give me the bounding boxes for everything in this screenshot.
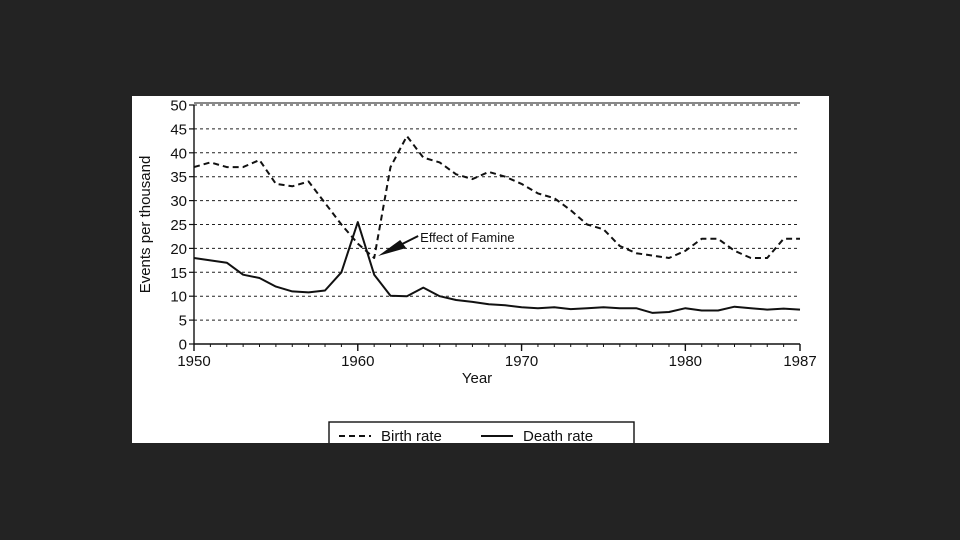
- annotation-arrow: [378, 239, 407, 256]
- y-tick-label: 40: [170, 145, 187, 162]
- y-tick-label: 10: [170, 289, 187, 306]
- series-line-death-rate: [193, 221, 801, 314]
- y-tick-label: 50: [170, 98, 187, 115]
- x-tick-label: 1980: [669, 353, 702, 370]
- line-chart: 0 5 10 15 20 25 30 35 40 45 50 1950 1960 1970 1980 1987…: [137, 98, 817, 449]
- y-tick-label: 25: [170, 217, 187, 234]
- x-tick-label: 1950: [177, 353, 210, 370]
- legend-label-birth-rate: Birth rate: [381, 428, 442, 443]
- series-lines: [193, 135, 801, 314]
- x-tick-label: 1987: [783, 353, 816, 370]
- y-tick-label: 15: [170, 265, 187, 282]
- y-tick-label: 45: [170, 121, 187, 138]
- y-axis-label: Events per thousand: [137, 156, 154, 294]
- legend-label-death-rate: Death rate: [523, 428, 593, 443]
- y-tick-label: 20: [170, 241, 187, 258]
- annotation-label: Effect of Famine: [420, 230, 514, 245]
- chart-panel: 0 5 10 15 20 25 30 35 40 45 50 1950 1960 1970 1980 1987…: [132, 96, 829, 449]
- legend: Birth rate Death rate: [328, 421, 635, 449]
- annotation: Effect of Famine: [378, 230, 515, 256]
- y-tick-label: 0: [179, 337, 187, 354]
- x-tick-label: 1970: [505, 353, 538, 370]
- y-tick-label: 30: [170, 193, 187, 210]
- axes: 0 5 10 15 20 25 30 35 40 45 50 1950 1960 1970 1980 1987: [170, 98, 816, 371]
- annotation-arrow-shaft: [401, 235, 419, 245]
- y-tick-label: 5: [179, 313, 187, 330]
- y-tick-label: 35: [170, 169, 187, 186]
- gridlines: [194, 104, 800, 321]
- x-axis-label: Year: [462, 370, 492, 387]
- x-tick-label: 1960: [341, 353, 374, 370]
